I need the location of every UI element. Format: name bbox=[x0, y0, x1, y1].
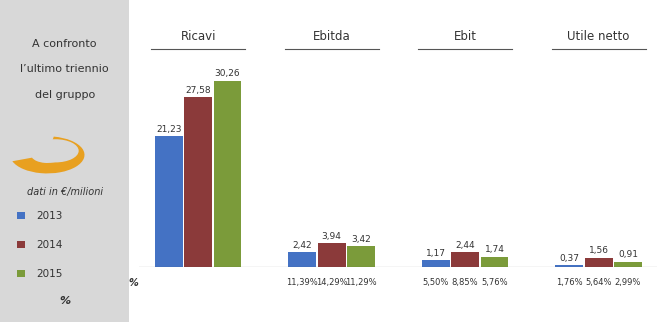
Circle shape bbox=[32, 139, 79, 162]
Bar bbox=[184, 97, 212, 267]
Bar bbox=[555, 265, 583, 267]
Text: Utile netto: Utile netto bbox=[568, 30, 630, 43]
Text: 2014: 2014 bbox=[37, 240, 63, 250]
Text: 30,26: 30,26 bbox=[214, 69, 240, 78]
Bar bbox=[614, 262, 642, 267]
Text: l’ultimo triennio: l’ultimo triennio bbox=[21, 64, 109, 74]
Bar bbox=[452, 252, 479, 267]
Bar bbox=[288, 252, 316, 267]
Text: Ebitda: Ebitda bbox=[313, 30, 351, 43]
Bar bbox=[481, 257, 509, 267]
Text: 21,23: 21,23 bbox=[156, 125, 181, 134]
Bar bbox=[214, 81, 242, 267]
Bar bbox=[317, 243, 345, 267]
Text: 2,99%: 2,99% bbox=[615, 278, 641, 287]
Text: 11,29%: 11,29% bbox=[345, 278, 377, 287]
Text: 14,29%: 14,29% bbox=[316, 278, 347, 287]
Text: 0,91: 0,91 bbox=[618, 250, 638, 259]
Text: dati in €/milioni: dati in €/milioni bbox=[27, 187, 103, 197]
Text: Ricavi: Ricavi bbox=[181, 30, 216, 43]
Text: 1,76%: 1,76% bbox=[556, 278, 582, 287]
Bar bbox=[347, 246, 375, 267]
Text: 11,39%: 11,39% bbox=[286, 278, 318, 287]
Text: 3,42: 3,42 bbox=[351, 235, 371, 244]
Text: 3,94: 3,94 bbox=[322, 232, 341, 241]
Text: 5,50%: 5,50% bbox=[422, 278, 449, 287]
Text: 5,64%: 5,64% bbox=[586, 278, 612, 287]
Text: 2013: 2013 bbox=[37, 211, 63, 221]
Text: A confronto: A confronto bbox=[33, 39, 97, 49]
Wedge shape bbox=[13, 137, 84, 174]
Bar bbox=[422, 260, 450, 267]
Text: 1,17: 1,17 bbox=[426, 249, 446, 258]
Bar bbox=[155, 137, 183, 267]
Text: del gruppo: del gruppo bbox=[35, 90, 95, 100]
Text: 2015: 2015 bbox=[37, 269, 63, 279]
Text: 2,44: 2,44 bbox=[456, 241, 475, 250]
Text: 8,85%: 8,85% bbox=[452, 278, 479, 287]
Text: 1,74: 1,74 bbox=[485, 245, 505, 254]
Text: 5,76%: 5,76% bbox=[481, 278, 508, 287]
Text: 0,37: 0,37 bbox=[559, 253, 579, 262]
Text: 27,58: 27,58 bbox=[185, 86, 211, 95]
Text: 2,42: 2,42 bbox=[292, 241, 312, 250]
Text: %: % bbox=[129, 278, 138, 288]
Text: %: % bbox=[59, 296, 70, 306]
Text: 1,56: 1,56 bbox=[588, 246, 609, 255]
Bar bbox=[585, 258, 613, 267]
Text: Ebit: Ebit bbox=[454, 30, 477, 43]
